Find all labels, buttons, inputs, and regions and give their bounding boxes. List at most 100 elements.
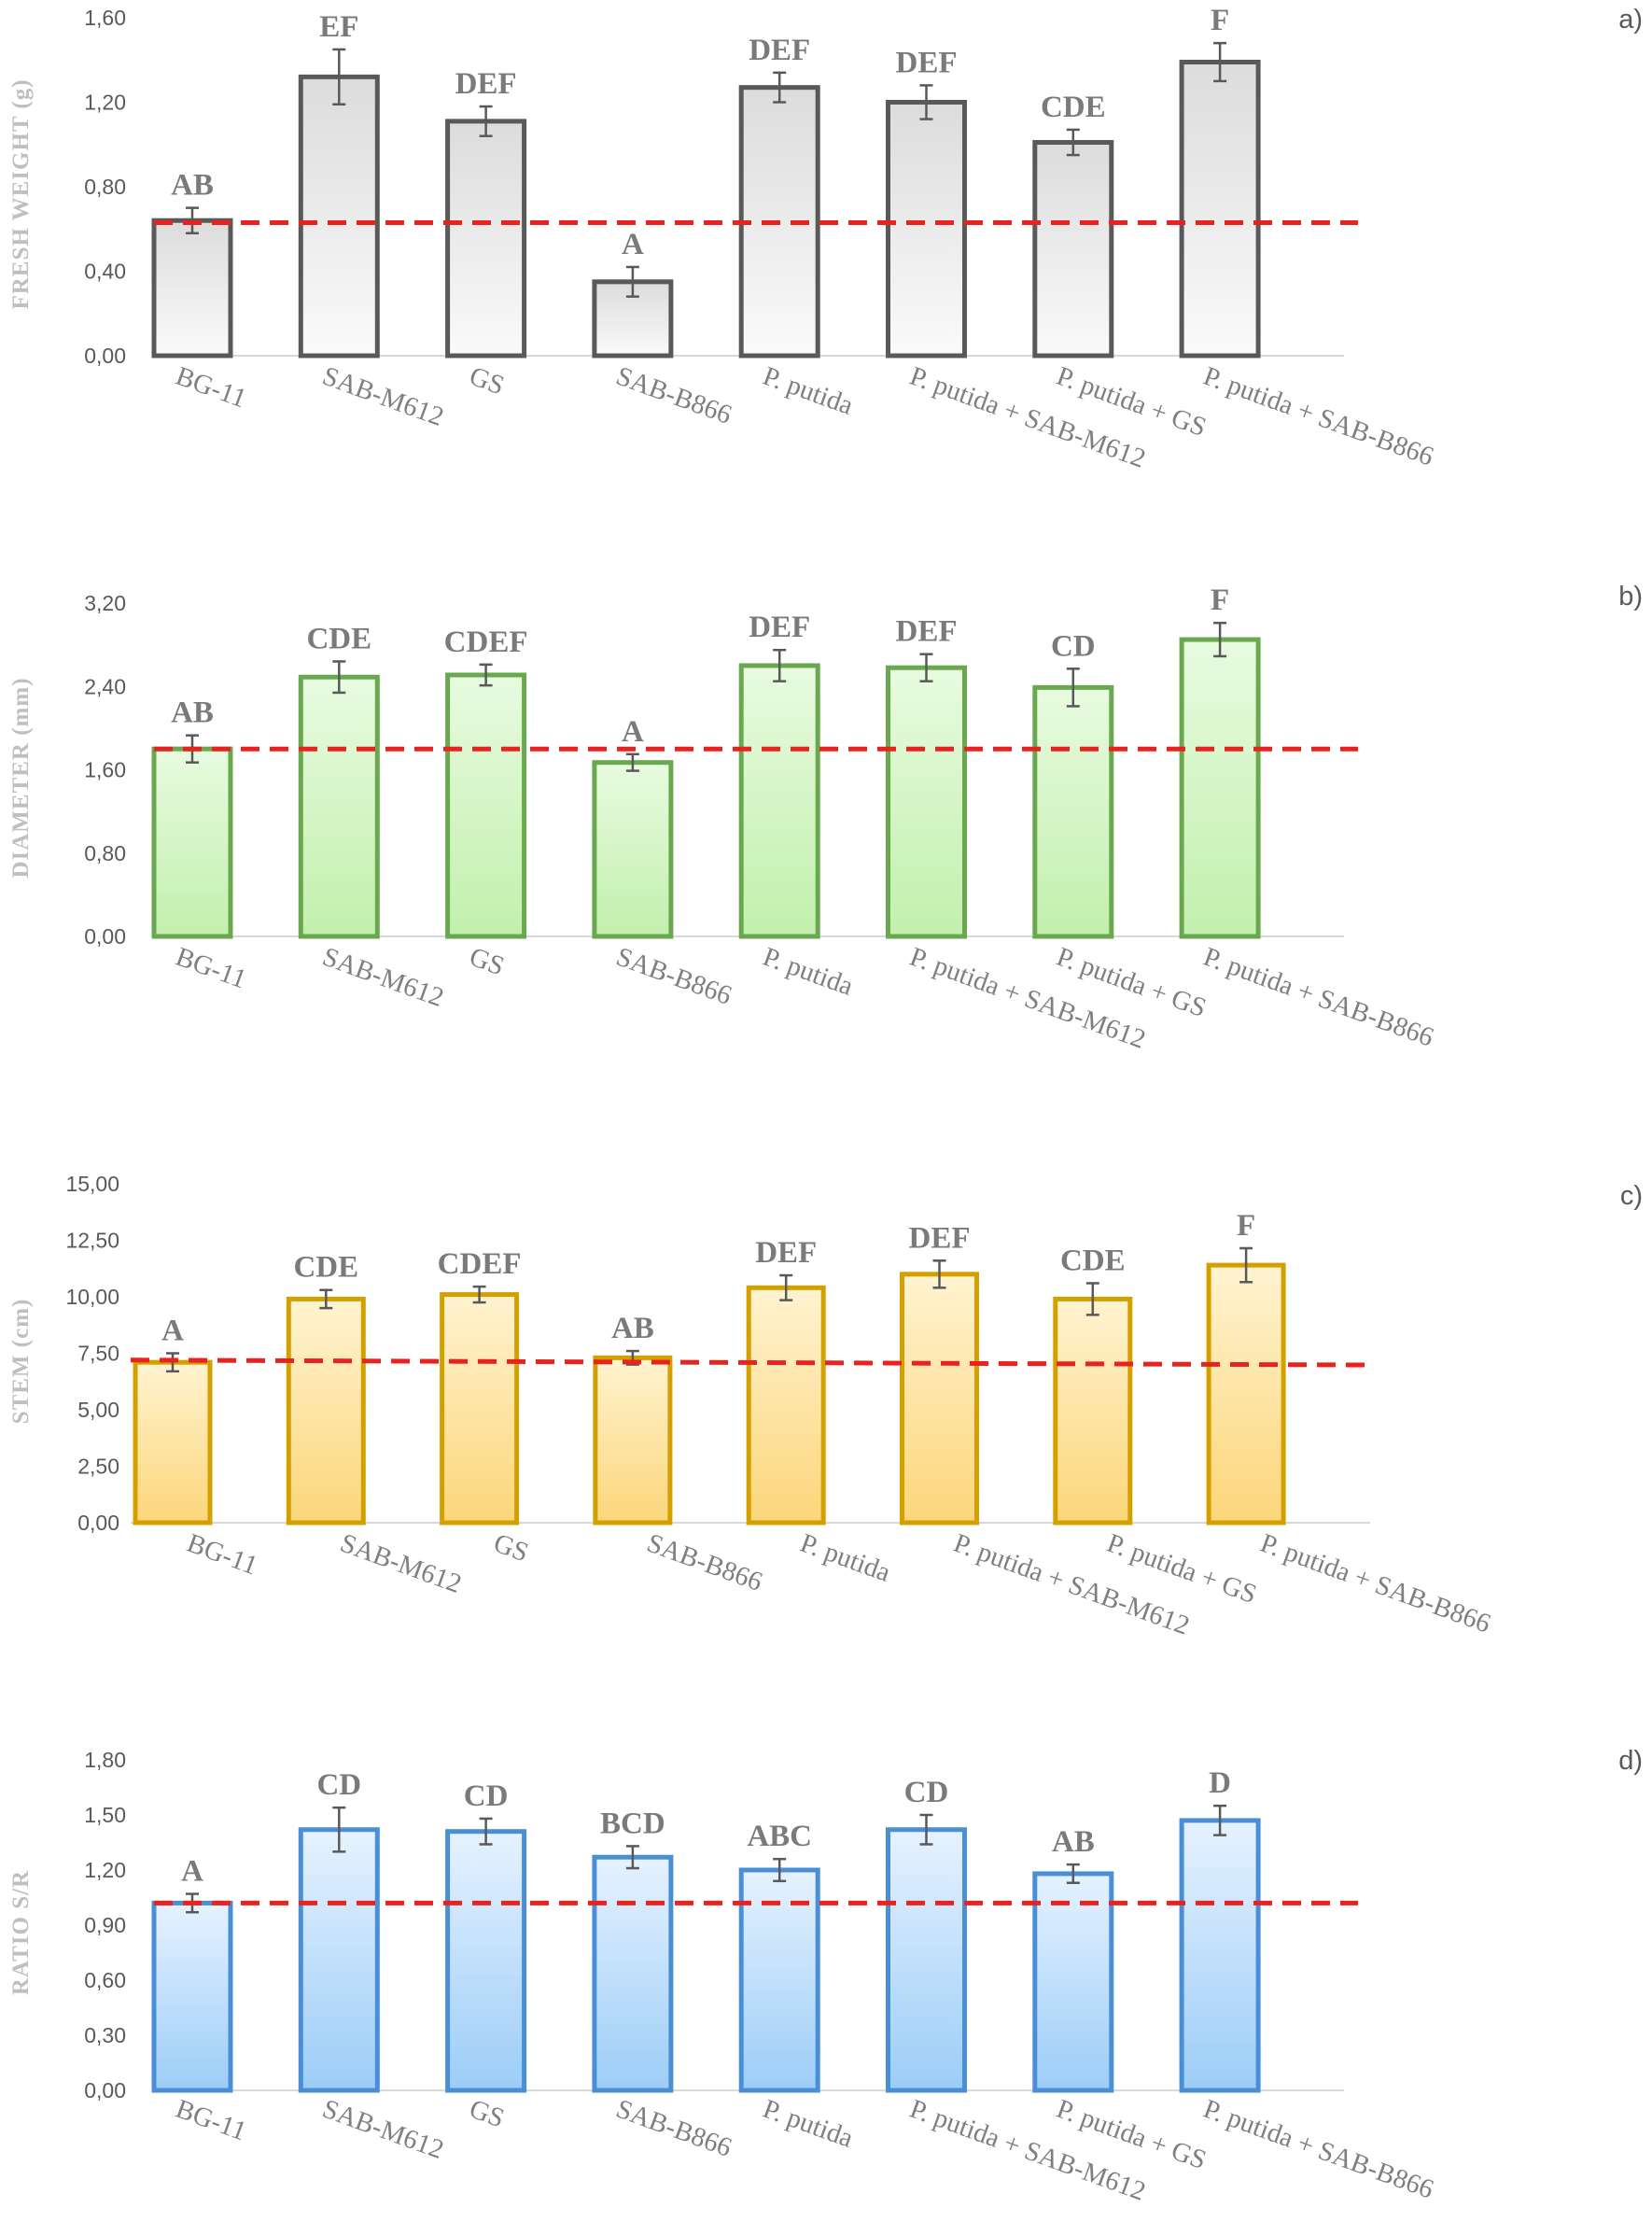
x-category-label: BG-11 [172,942,250,995]
significance-label: DEF [755,1236,817,1270]
significance-label: A [161,1315,184,1348]
significance-label: AB [171,696,214,730]
y-axis-title: RATIO S/R [8,1870,34,1995]
bar [738,1867,820,2093]
x-category-label: P. putida [796,1528,894,1588]
bar [445,119,527,359]
bar [1206,1262,1286,1526]
x-category-label: P. putida + SAB-M612 [906,361,1150,474]
y-tick-label: 0,60 [84,1968,126,1992]
y-tick-label: 0,00 [84,924,126,949]
significance-label: DEF [896,615,958,649]
x-category-label: P. putida [759,942,857,1002]
bar [1032,1871,1114,2093]
y-tick-label: 10,00 [65,1285,119,1309]
y-tick-label: 1,20 [84,1858,126,1882]
y-axis-title: DIAMETER (mm) [8,677,34,878]
x-category-label: GS [466,361,509,401]
significance-label: DEF [749,34,810,67]
bar [298,74,380,359]
significance-label: CDE [1060,1244,1126,1277]
x-category-label: GS [490,1528,533,1568]
panel-label: d) [1618,1746,1643,1776]
significance-label: CD [464,1779,509,1813]
significance-label: DEF [749,611,810,644]
significance-label: AB [1052,1825,1095,1859]
significance-label: AB [171,169,214,203]
x-category-label: SAB-M612 [318,2094,447,2165]
y-tick-label: 0,80 [84,841,126,865]
bar [1032,139,1114,359]
y-tick-label: 15,00 [65,1172,119,1196]
significance-label: CDEF [444,626,528,659]
chart-panel-1: 0,00 0,40 0,80 1,20 1,60 FRESH WEIGHT (g) a) AB… [8,4,1643,474]
significance-label: AB [611,1312,654,1345]
y-tick-label: 1,60 [84,758,126,782]
x-category-label: P. putida + SAB-B866 [1256,1528,1494,1639]
bar [1179,1818,1261,2093]
bar [445,1829,527,2093]
reference-line [130,1357,1373,1368]
y-axis-title: STEM (cm) [8,1299,34,1425]
bar [1053,1296,1133,1526]
significance-label: ABC [747,1820,812,1853]
significance-label: DEF [896,46,958,79]
y-tick-label: 0,00 [84,2078,126,2102]
y-tick-label: 0,00 [84,344,126,368]
x-category-label: SAB-M612 [336,1528,465,1599]
significance-label: CDEF [438,1247,522,1281]
bar [445,672,527,939]
bar [298,674,380,939]
y-tick-label: 0,00 [77,1511,119,1535]
y-tick-label: 0,30 [84,2023,126,2047]
bar [1179,60,1261,359]
x-category-label: P. putida + SAB-B866 [1199,2094,1437,2205]
x-category-label: GS [466,2094,509,2134]
significance-label: CD [904,1776,949,1809]
y-tick-label: 1,80 [84,1748,126,1772]
significance-label: A [181,1855,203,1889]
bar [151,746,233,939]
bar [151,1900,233,2093]
y-tick-label: 0,90 [84,1913,126,1937]
bar [133,1359,213,1526]
y-tick-label: 7,50 [77,1342,119,1366]
significance-label: CDE [306,622,371,655]
bar [886,1827,967,2093]
panel-label: b) [1618,582,1643,612]
significance-label: F [1211,584,1229,617]
significance-label: F [1237,1209,1255,1243]
y-tick-label: 1,20 [84,91,126,115]
y-tick-label: 0,40 [84,260,126,284]
significance-label: DEF [909,1221,971,1255]
x-category-label: SAB-B866 [612,2094,735,2163]
bar [592,1854,674,2093]
y-tick-label: 0,80 [84,175,126,199]
bar [592,760,674,939]
x-category-label: P. putida [759,361,857,421]
significance-label: EF [319,10,358,44]
x-category-label: P. putida [759,2094,857,2154]
x-category-label: P. putida + SAB-M612 [906,942,1150,1055]
bar [886,665,967,939]
bar [738,663,820,939]
bar [886,100,967,359]
bar [593,1355,673,1526]
y-tick-label: 1,60 [84,6,126,30]
significance-label: A [622,715,644,749]
y-tick-label: 5,00 [77,1398,119,1422]
panel-label: a) [1618,5,1643,35]
y-axis-title: FRESH WEIGHT (g) [8,78,34,309]
significance-label: CD [1051,629,1096,663]
x-category-label: SAB-B866 [612,361,735,430]
significance-label: F [1211,4,1229,37]
y-tick-label: 12,50 [65,1229,119,1253]
significance-label: BCD [600,1807,665,1840]
y-tick-label: 2,40 [84,674,126,698]
significance-label: A [622,228,644,261]
x-category-label: P. putida + SAB-B866 [1199,942,1437,1053]
x-category-label: SAB-B866 [612,942,735,1011]
bar [298,1827,380,2093]
bar [151,218,233,359]
